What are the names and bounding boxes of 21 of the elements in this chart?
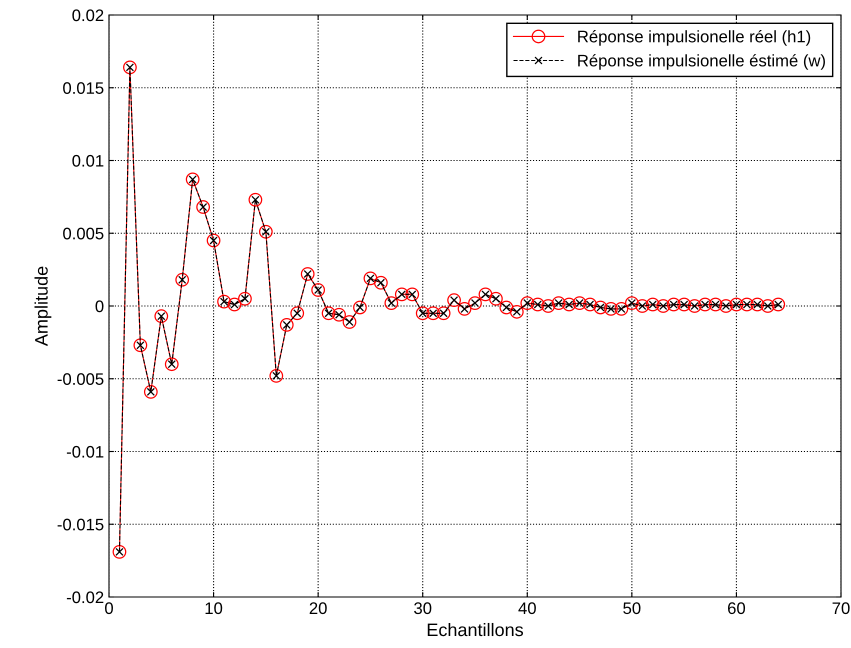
y-tick-label: -0.015 — [58, 518, 104, 530]
legend-label: Réponse impulsionelle réel (h1) — [578, 30, 810, 46]
y-tick-label: 0.005 — [63, 228, 104, 240]
y-tick-label: -0.005 — [58, 373, 104, 385]
y-tick-label: -0.02 — [66, 591, 104, 604]
x-tick-label: 40 — [518, 602, 536, 614]
y-tick-label: -0.01 — [66, 446, 104, 458]
y-tick-label: 0.01 — [72, 154, 104, 167]
x-tick-label: 70 — [832, 602, 850, 614]
x-tick-label: 20 — [310, 602, 327, 614]
y-tick-label: 0.02 — [72, 9, 104, 22]
y-axis-title: Amplitude — [34, 266, 52, 346]
x-tick-label: 60 — [728, 602, 746, 614]
legend-label: Réponse impulsionelle éstimé (w) — [578, 54, 825, 70]
x-tick-label: 50 — [623, 602, 640, 614]
x-tick-label: 0 — [105, 602, 113, 614]
x-axis-title: Echantillons — [428, 622, 524, 636]
y-tick-label: 0.015 — [63, 82, 104, 94]
y-tick-label: 0 — [96, 300, 104, 312]
x-tick-label: 30 — [414, 602, 432, 614]
x-tick-label: 10 — [206, 602, 222, 614]
